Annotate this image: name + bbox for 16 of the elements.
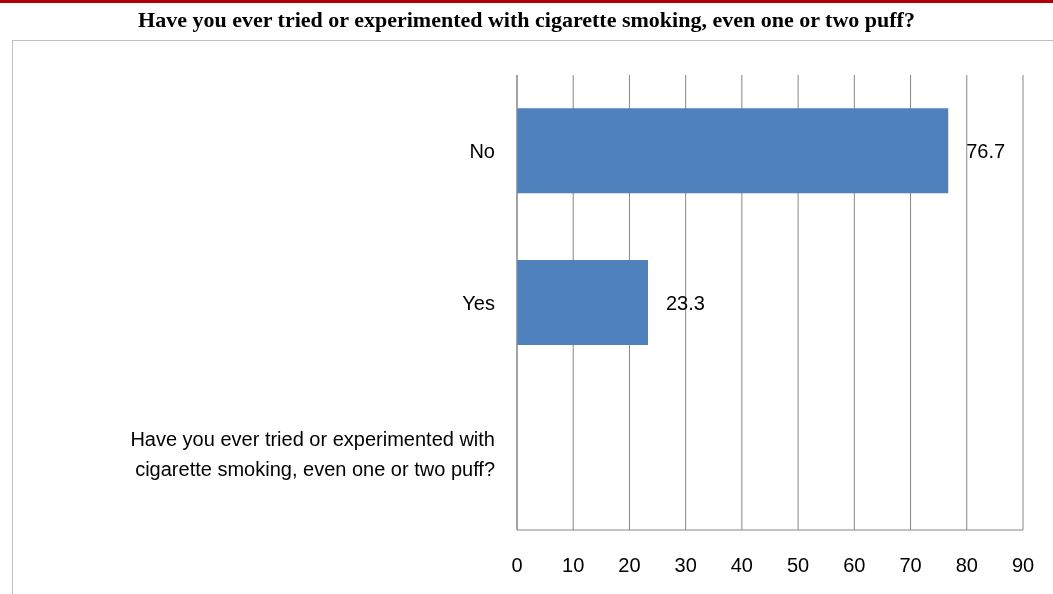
x-tick-label: 10 [562, 554, 585, 577]
x-tick-label: 40 [730, 554, 754, 577]
data-label: 76.7 [966, 139, 1006, 162]
x-tick-label: 80 [955, 554, 978, 577]
x-tick-label: 70 [899, 554, 922, 577]
x-tick-label: 60 [843, 554, 866, 577]
y-tick-label: Yes [462, 291, 495, 314]
x-tick-label: 0 [511, 554, 523, 577]
x-tick-label: 20 [618, 554, 641, 577]
x-tick-label: 50 [786, 554, 810, 577]
y-tick-label: Have you ever tried or experimented with cigarette smoking, even one or two puff? [130, 428, 495, 481]
y-tick-label: No [469, 139, 495, 162]
data-label: 23.3 [666, 291, 705, 314]
x-tick-label: 90 [1011, 554, 1035, 577]
x-tick-label: 30 [674, 554, 697, 577]
chart-title: Have you ever tried or experimented with cigarette smoking, even one or two puff? [0, 0, 1053, 40]
